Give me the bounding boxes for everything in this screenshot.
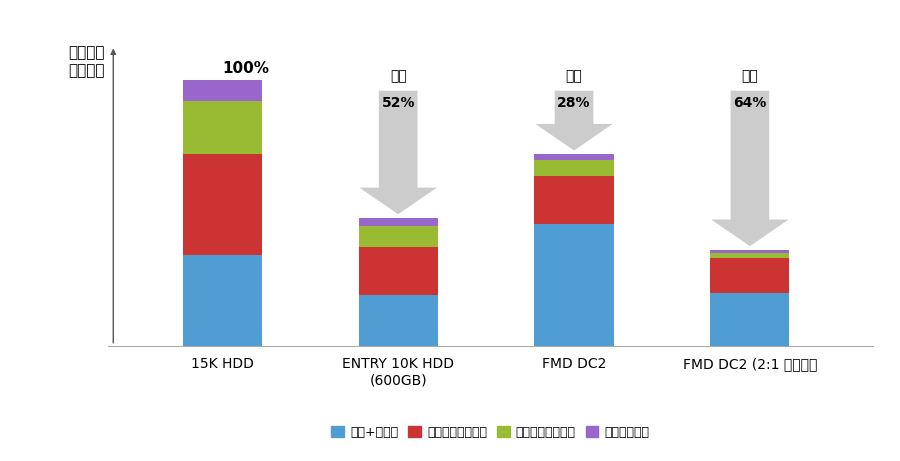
- Bar: [535, 224, 614, 346]
- Text: 52%: 52%: [382, 96, 415, 110]
- Legend: 磁盘+磁盘柜, 五年升级售后服务, 五年用电量及冷却, 五年占地面积: 磁盘+磁盘柜, 五年升级售后服务, 五年用电量及冷却, 五年占地面积: [327, 421, 654, 444]
- Bar: [710, 258, 789, 293]
- FancyArrow shape: [536, 91, 613, 150]
- Text: 降低: 降低: [390, 69, 407, 83]
- Bar: [183, 154, 262, 255]
- Bar: [535, 176, 614, 224]
- Bar: [183, 101, 262, 154]
- Text: 相对单位
容量成本: 相对单位 容量成本: [68, 46, 104, 78]
- Text: 100%: 100%: [222, 61, 269, 76]
- Bar: [535, 160, 614, 176]
- Text: 降低: 降低: [742, 69, 759, 83]
- Text: 64%: 64%: [734, 96, 767, 110]
- Bar: [183, 255, 262, 346]
- Bar: [710, 293, 789, 346]
- Bar: [710, 253, 789, 258]
- Bar: [358, 218, 437, 226]
- FancyArrow shape: [359, 91, 436, 214]
- Bar: [358, 296, 437, 346]
- FancyArrow shape: [711, 91, 788, 246]
- Text: 降低: 降低: [566, 69, 582, 83]
- Bar: [358, 226, 437, 248]
- Bar: [183, 80, 262, 101]
- Bar: [710, 250, 789, 253]
- Text: 28%: 28%: [557, 96, 590, 110]
- Bar: [358, 248, 437, 296]
- Bar: [535, 154, 614, 160]
